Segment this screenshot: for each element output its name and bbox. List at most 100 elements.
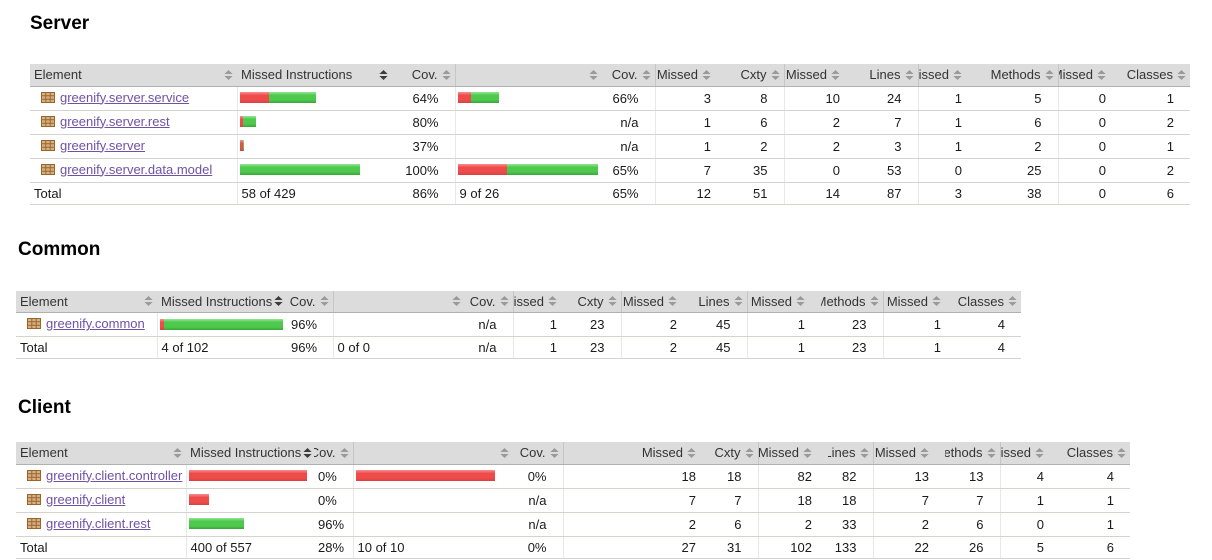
col-cxty[interactable]: Cxty	[573, 290, 621, 313]
package-link[interactable]: greenify.common	[46, 316, 145, 331]
missed-cxty: 3	[654, 86, 727, 111]
sort-icon	[1097, 69, 1106, 80]
missed-methods: 1	[917, 110, 978, 135]
instructions-coverage: 100%	[392, 158, 455, 183]
total-methods: 23	[821, 336, 883, 359]
col-element[interactable]: Element	[16, 290, 157, 313]
col-cxty[interactable]: Cxty	[727, 64, 784, 87]
table-row: greenify.common 96% n/a 1 23 2 45 1 23 1…	[16, 312, 1021, 337]
package-link[interactable]: greenify.server.service	[60, 89, 190, 105]
col-missed-methods[interactable]: Missed	[746, 290, 821, 313]
branches-bar	[352, 464, 513, 489]
col-missed-instructions[interactable]: Missed Instructions	[157, 290, 287, 313]
lines: 24	[856, 86, 918, 111]
col-cov-branches[interactable]: Cov.	[513, 442, 563, 465]
branches-bar	[352, 512, 513, 537]
col-missed-classes[interactable]: Missed	[882, 290, 957, 313]
total-missed-methods: 3	[917, 182, 978, 205]
total-classes: 4	[957, 336, 1021, 359]
instructions-bar	[185, 464, 314, 489]
package-link[interactable]: greenify.client.controller	[46, 467, 183, 483]
col-lines[interactable]: Lines	[856, 64, 918, 87]
sort-icon	[796, 296, 805, 307]
classes: 4	[1060, 464, 1130, 489]
total-row: Total 58 of 429 86% 9 of 26 65% 12 51 14…	[30, 182, 1190, 205]
col-missed-lines[interactable]: Missed	[620, 290, 693, 313]
package-link[interactable]: greenify.client.rest	[46, 515, 151, 531]
col-missed-lines[interactable]: Missed	[783, 64, 856, 87]
col-lines[interactable]: Lines	[693, 290, 747, 313]
col-methods[interactable]: Methods	[945, 442, 1000, 465]
missed-cxty: 7	[654, 158, 727, 183]
package-icon	[41, 137, 55, 158]
total-instructions: 58 of 429	[236, 182, 392, 205]
col-missed-branches[interactable]: Missed Branches	[352, 442, 513, 465]
sort-icon	[548, 296, 557, 307]
classes: 4	[957, 312, 1021, 337]
total-instructions: 400 of 557	[185, 536, 314, 559]
sort-icon	[441, 69, 451, 80]
col-classes[interactable]: Classes	[1122, 64, 1190, 87]
sort-icon	[803, 447, 812, 458]
sort-icon	[770, 69, 780, 80]
col-element[interactable]: Element	[16, 442, 186, 465]
col-methods[interactable]: Methods	[821, 290, 883, 313]
col-missed-classes[interactable]: Missed	[999, 442, 1060, 465]
methods: 13	[945, 464, 1000, 489]
col-missed-methods[interactable]: Missed	[872, 442, 945, 465]
col-classes[interactable]: Classes	[1060, 442, 1130, 465]
cxty: 7	[712, 488, 758, 513]
col-cxty[interactable]: Cxty	[712, 442, 758, 465]
col-methods[interactable]: Methods	[978, 64, 1058, 87]
col-missed-instructions[interactable]: Missed Instructions	[186, 442, 314, 465]
col-missed-cxty[interactable]: Missed	[512, 290, 573, 313]
cxty: 2	[727, 134, 784, 159]
missed-classes: 1	[882, 312, 957, 337]
total-lines: 133	[828, 536, 873, 559]
package-link[interactable]: greenify.server.data.model	[60, 161, 213, 177]
package-link[interactable]: greenify.client	[46, 491, 126, 507]
missed-bar-segment	[239, 140, 243, 151]
col-classes[interactable]: Classes	[957, 290, 1021, 313]
sorted-icon	[274, 296, 283, 307]
total-lines: 45	[693, 336, 747, 359]
col-missed-branches[interactable]: Missed Branches	[332, 290, 465, 313]
missed-bar-segment	[188, 470, 307, 481]
col-cov-instructions[interactable]: Cov.	[314, 442, 353, 465]
col-cov-branches[interactable]: Cov.	[602, 64, 655, 87]
header-row: Element Missed Instructions Cov. Missed …	[30, 64, 1190, 87]
col-missed-instructions[interactable]: Missed Instructions	[237, 64, 392, 87]
methods: 2	[978, 134, 1058, 159]
package-link[interactable]: greenify.server	[60, 137, 146, 153]
sort-icon	[499, 296, 509, 307]
total-cxty: 31	[712, 536, 758, 559]
total-cxty: 51	[727, 182, 784, 205]
col-missed-cxty[interactable]: Missed	[562, 442, 712, 465]
missed-cxty: 1	[654, 134, 727, 159]
package-icon	[27, 315, 41, 336]
instructions-coverage: 37%	[392, 134, 455, 159]
total-instructions-coverage: 86%	[392, 182, 455, 205]
common-coverage-table: Element Missed Instructions Cov. Missed …	[16, 290, 1021, 359]
package-link[interactable]: greenify.server.rest	[60, 113, 170, 129]
col-element[interactable]: Element	[30, 64, 237, 87]
missed-lines: 2	[783, 110, 856, 135]
col-lines[interactable]: Lines	[828, 442, 873, 465]
branches-bar	[454, 110, 602, 135]
table-row: greenify.client.rest 96% n/a 2 6 2 33 2 …	[16, 512, 1130, 537]
col-cov-branches[interactable]: Cov.	[465, 290, 513, 313]
instructions-bar	[236, 158, 392, 183]
lines: 45	[693, 312, 747, 337]
col-cov-instructions[interactable]: Cov.	[287, 290, 333, 313]
col-missed-branches[interactable]: Missed Branches	[454, 64, 602, 87]
branches-bar	[454, 134, 602, 159]
instructions-bar	[236, 110, 392, 135]
col-cov-instructions[interactable]: Cov.	[392, 64, 455, 87]
col-missed-methods[interactable]: Missed	[917, 64, 978, 87]
col-missed-lines[interactable]: Missed	[757, 442, 828, 465]
instructions-bar	[185, 512, 314, 537]
col-missed-cxty[interactable]: Missed	[654, 64, 727, 87]
col-missed-classes[interactable]: Missed	[1057, 64, 1122, 87]
cxty: 18	[712, 464, 758, 489]
missed-lines: 0	[783, 158, 856, 183]
